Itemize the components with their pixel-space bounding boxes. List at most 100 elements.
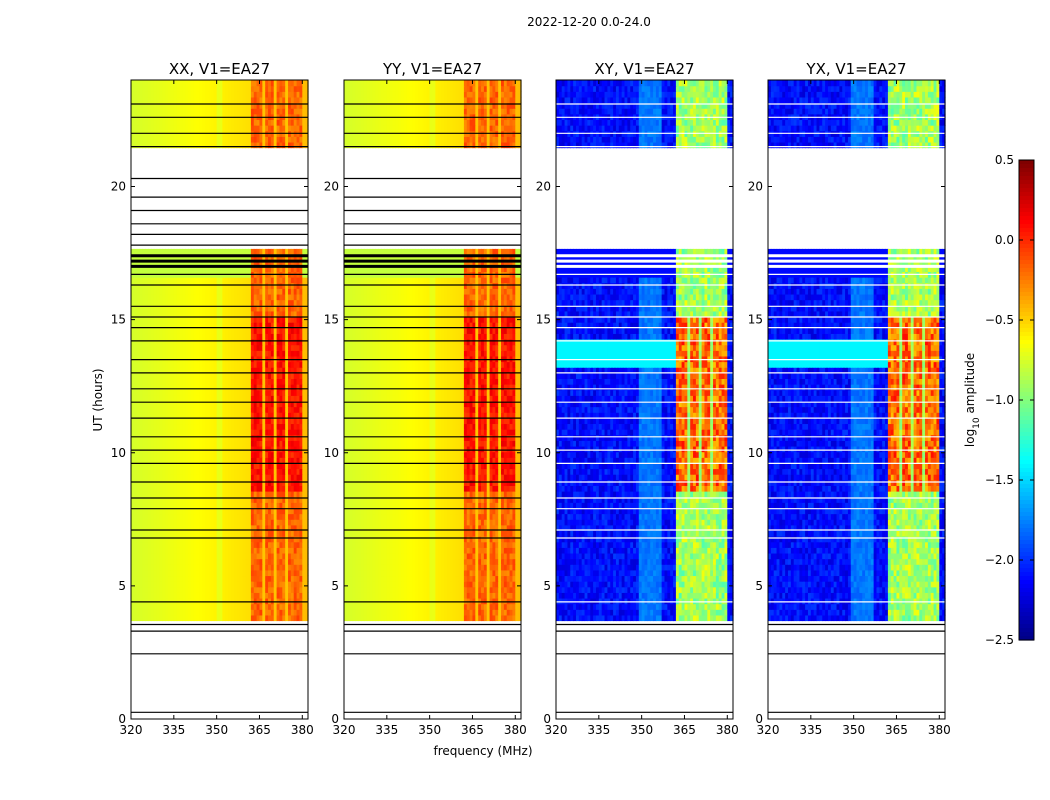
heatmap-cell	[168, 564, 172, 571]
heatmap-cell	[225, 513, 229, 520]
heatmap-cell	[279, 288, 283, 295]
heatmap-cell	[193, 513, 198, 520]
heatmap-cell	[156, 125, 161, 132]
heatmap-cell	[210, 108, 215, 115]
heatmap-cell	[202, 581, 206, 588]
heatmap-cell	[305, 451, 309, 458]
heatmap-cell	[236, 400, 241, 408]
heatmap-cell	[182, 141, 186, 149]
heatmap-cell	[142, 412, 146, 419]
heatmap-cell	[288, 91, 292, 98]
heatmap-cell	[242, 316, 246, 323]
heatmap-cell	[259, 558, 263, 565]
heatmap-cell	[156, 558, 161, 565]
heatmap-cell	[159, 119, 163, 126]
heatmap-cell	[142, 91, 146, 98]
heatmap-cell	[210, 474, 215, 481]
heatmap-cell	[176, 513, 181, 520]
heatmap-cell	[222, 586, 226, 593]
heatmap-cell	[162, 367, 166, 374]
heatmap-cell	[202, 378, 206, 385]
heatmap-cell	[290, 474, 295, 481]
heatmap-cell	[250, 485, 255, 492]
heatmap-cell	[196, 536, 201, 543]
heatmap-cell	[213, 344, 218, 351]
heatmap-cell	[259, 457, 263, 464]
heatmap-cell	[233, 367, 238, 374]
heatmap-cell	[228, 485, 232, 492]
heatmap-cell	[216, 378, 221, 385]
heatmap-cell	[188, 457, 192, 464]
heatmap-cell	[199, 277, 203, 284]
heatmap-cell	[253, 530, 258, 537]
heatmap-cell	[136, 474, 141, 481]
heatmap-cell	[148, 491, 152, 498]
heatmap-cell	[188, 524, 192, 532]
heatmap-cell	[228, 575, 232, 582]
heatmap-cell	[288, 400, 292, 408]
heatmap-cell	[213, 462, 218, 470]
heatmap-cell	[282, 552, 286, 560]
heatmap-cell	[148, 609, 152, 616]
heatmap-cell	[248, 597, 252, 605]
heatmap-cell	[148, 541, 152, 548]
heatmap-cell	[276, 299, 281, 306]
heatmap-cell	[270, 372, 275, 379]
heatmap-cell	[159, 603, 163, 610]
heatmap-cell	[299, 451, 303, 458]
heatmap-cell	[153, 400, 158, 408]
heatmap-cell	[193, 372, 198, 379]
heatmap-cell	[148, 389, 152, 396]
heatmap-cell	[165, 372, 169, 379]
heatmap-cell	[228, 367, 232, 374]
heatmap-cell	[239, 378, 243, 385]
heatmap-cell	[159, 265, 163, 273]
heatmap-cell	[239, 474, 243, 481]
heatmap-cell	[293, 141, 298, 149]
heatmap-cell	[296, 299, 301, 306]
heatmap-cell	[230, 378, 235, 385]
heatmap-cell	[262, 378, 266, 385]
heatmap-cell	[253, 491, 258, 498]
heatmap-cell	[369, 609, 374, 616]
heatmap-cell	[179, 80, 183, 87]
heatmap-cell	[216, 536, 221, 543]
heatmap-cell	[290, 305, 295, 312]
heatmap-cell	[182, 125, 186, 132]
heatmap-cell	[253, 361, 258, 368]
heatmap-cell	[228, 440, 232, 447]
heatmap-cell	[285, 305, 289, 312]
heatmap-cell	[296, 141, 301, 149]
heatmap-cell	[302, 400, 306, 408]
heatmap-cell	[131, 350, 135, 357]
heatmap-cell	[285, 384, 289, 391]
heatmap-cell	[170, 96, 175, 104]
heatmap-cell	[150, 451, 155, 458]
heatmap-cell	[233, 102, 238, 109]
heatmap-cell	[245, 496, 249, 503]
heatmap-cell	[302, 293, 306, 301]
heatmap-cell	[193, 614, 198, 622]
heatmap-cell	[216, 119, 221, 126]
y-tick-label: 10	[111, 446, 126, 460]
heatmap-cell	[228, 468, 232, 475]
heatmap-cell	[273, 293, 278, 301]
heatmap-cell	[193, 429, 198, 436]
heatmap-cell	[262, 445, 266, 453]
heatmap-cell	[213, 265, 218, 273]
heatmap-cell	[176, 367, 181, 374]
heatmap-cell	[216, 305, 221, 312]
heatmap-cell	[268, 91, 272, 98]
heatmap-cell	[265, 592, 269, 599]
heatmap-cell	[270, 400, 275, 408]
heatmap-cell	[205, 597, 209, 605]
heatmap-cell	[259, 310, 263, 318]
heatmap-cell	[148, 102, 152, 109]
heatmap-cell	[182, 305, 186, 312]
heatmap-cell	[239, 603, 243, 610]
heatmap-cell	[153, 603, 158, 610]
heatmap-cell	[296, 614, 301, 622]
heatmap-cell	[213, 547, 218, 554]
heatmap-cell	[165, 519, 169, 526]
heatmap-cell	[273, 260, 278, 267]
